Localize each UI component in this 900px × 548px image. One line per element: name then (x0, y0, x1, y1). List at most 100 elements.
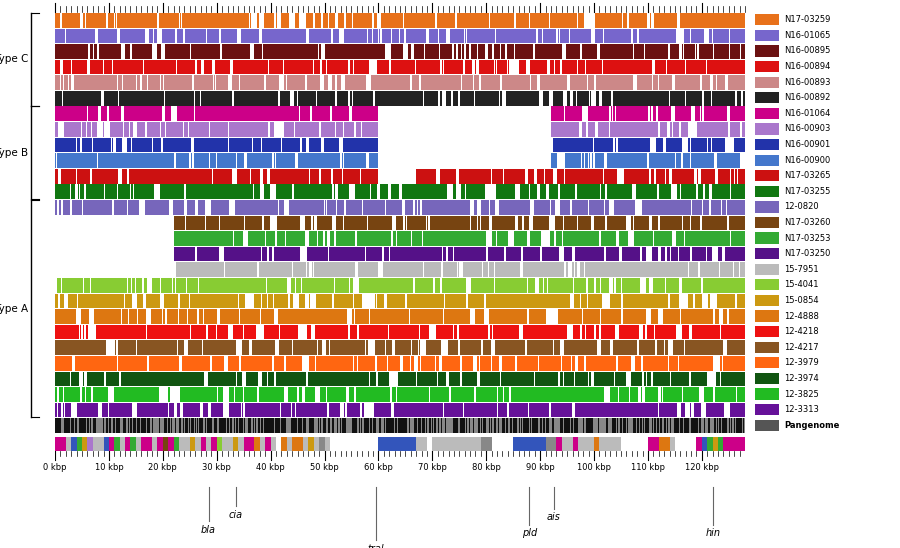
Bar (307, 325, 311, 339)
Bar (62, 278, 84, 293)
Bar (363, 215, 367, 230)
Bar (260, 437, 265, 451)
Bar (281, 13, 284, 27)
Bar (94, 44, 97, 59)
Bar (588, 75, 594, 90)
Bar (316, 356, 354, 370)
Bar (523, 325, 567, 339)
Bar (556, 231, 562, 246)
Bar (464, 403, 473, 418)
Bar (497, 231, 508, 246)
Bar (672, 169, 694, 184)
Bar (55, 294, 58, 309)
Bar (237, 153, 244, 168)
Bar (444, 309, 470, 324)
Bar (195, 169, 212, 184)
Bar (696, 418, 698, 433)
Bar (411, 75, 419, 90)
Text: N17-03255: N17-03255 (785, 187, 831, 196)
Bar (77, 138, 80, 152)
Bar (338, 13, 344, 27)
Bar (129, 169, 194, 184)
Bar (336, 215, 343, 230)
Bar (430, 418, 431, 433)
Bar (76, 437, 82, 451)
Bar (320, 387, 326, 402)
Bar (106, 372, 120, 386)
Bar (87, 122, 92, 137)
Bar (333, 169, 342, 184)
Bar (146, 403, 168, 418)
Bar (296, 403, 328, 418)
Bar (704, 91, 711, 106)
Bar (144, 60, 176, 75)
Bar (220, 309, 239, 324)
Bar (541, 200, 550, 215)
Bar (670, 356, 679, 370)
Bar (244, 437, 255, 451)
Bar (405, 200, 413, 215)
Bar (63, 169, 76, 184)
Bar (147, 418, 149, 433)
Bar (398, 372, 416, 386)
Bar (238, 418, 239, 433)
Bar (531, 75, 537, 90)
Bar (55, 60, 745, 75)
Bar (482, 75, 500, 90)
Bar (530, 231, 541, 246)
Bar (288, 387, 293, 402)
Bar (589, 153, 590, 168)
Bar (582, 153, 583, 168)
Bar (755, 279, 778, 290)
Bar (58, 403, 61, 418)
Bar (497, 60, 507, 75)
Bar (194, 138, 229, 152)
Bar (188, 340, 202, 355)
Bar (344, 153, 366, 168)
Bar (77, 200, 83, 215)
Bar (198, 200, 204, 215)
Bar (55, 387, 57, 402)
Bar (551, 106, 563, 121)
Bar (268, 294, 273, 309)
Bar (619, 325, 639, 339)
Bar (284, 60, 313, 75)
Text: 80 kbp: 80 kbp (472, 463, 500, 472)
Bar (266, 437, 271, 451)
Bar (428, 13, 436, 27)
Bar (717, 309, 719, 324)
Bar (87, 437, 93, 451)
Bar (82, 122, 86, 137)
Bar (64, 387, 80, 402)
Bar (553, 91, 563, 106)
Bar (709, 28, 713, 43)
Bar (743, 418, 744, 433)
Bar (256, 153, 272, 168)
Bar (225, 28, 237, 43)
Bar (674, 418, 677, 433)
Bar (325, 437, 330, 451)
Bar (55, 325, 65, 339)
Bar (530, 13, 548, 27)
Bar (230, 418, 232, 433)
Bar (157, 44, 161, 59)
Bar (165, 44, 190, 59)
Bar (444, 247, 446, 261)
Bar (344, 28, 367, 43)
Bar (264, 91, 278, 106)
Bar (513, 437, 545, 451)
Bar (344, 215, 362, 230)
Bar (263, 44, 318, 59)
Bar (726, 200, 745, 215)
Bar (410, 91, 423, 106)
Bar (309, 138, 320, 152)
Bar (86, 387, 91, 402)
Bar (245, 403, 280, 418)
Bar (582, 325, 585, 339)
Bar (55, 200, 58, 215)
Bar (277, 215, 300, 230)
Bar (578, 356, 584, 370)
Bar (329, 231, 334, 246)
Bar (186, 200, 195, 215)
Bar (616, 278, 621, 293)
